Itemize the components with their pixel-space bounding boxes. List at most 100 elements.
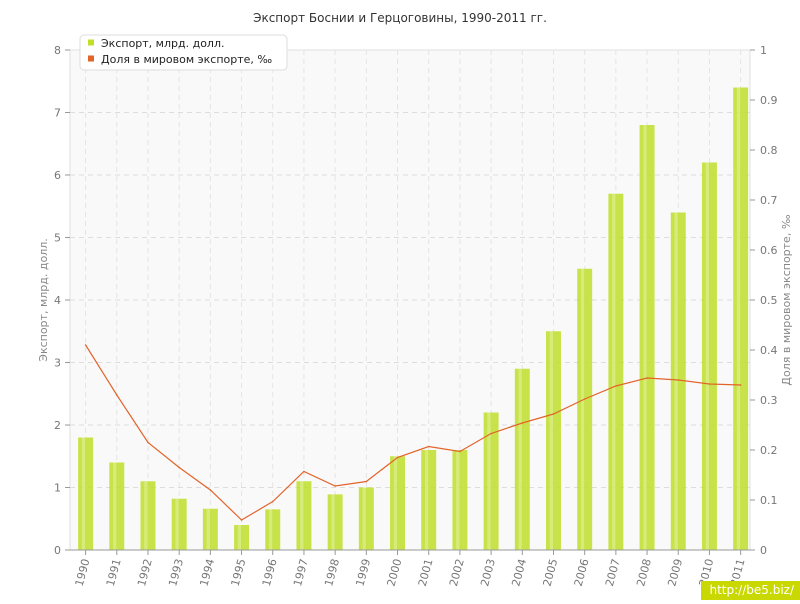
y-tick-label-right: 0 — [760, 544, 767, 557]
share-point-1991 — [115, 394, 118, 396]
y-axis-label-left: Экспорт, млрд. долл. — [37, 238, 50, 361]
share-point-1995 — [240, 519, 243, 521]
bar-2007 — [608, 193, 624, 550]
share-point-1997 — [303, 470, 305, 473]
bar-highlight — [81, 437, 86, 550]
x-tick-label: 2006 — [572, 557, 592, 587]
bar-highlight — [736, 87, 741, 550]
x-tick-label: 2000 — [385, 557, 405, 587]
y-tick-label-right: 0.1 — [760, 494, 778, 507]
share-point-2004 — [521, 422, 524, 424]
share-point-2008 — [646, 377, 648, 379]
y-tick-label-left: 7 — [54, 107, 61, 120]
bar-1995 — [234, 525, 250, 550]
share-point-1999 — [365, 480, 368, 483]
y-tick-label-right: 0.7 — [760, 194, 778, 207]
export-bars — [78, 87, 749, 550]
x-tick-label: 2005 — [541, 557, 561, 587]
bar-2011 — [733, 87, 749, 550]
x-tick-label: 2002 — [447, 557, 467, 587]
bar-highlight — [393, 456, 398, 550]
y-tick-label-right: 0.4 — [760, 344, 778, 357]
bar-2010 — [701, 162, 717, 550]
legend-label-share: Доля в мировом экспорте, ‰ — [101, 53, 272, 66]
y-tick-label-right: 0.2 — [760, 444, 778, 457]
bar-highlight — [705, 162, 710, 550]
bar-highlight — [456, 450, 460, 550]
share-point-2001 — [427, 445, 430, 448]
y-tick-label-left: 2 — [54, 419, 61, 432]
x-tick-label: 2008 — [634, 557, 654, 587]
chart-title: Экспорт Боснии и Герцоговины, 1990-2011 … — [253, 11, 547, 25]
bar-1994 — [202, 508, 218, 550]
bar-2003 — [483, 412, 499, 550]
bar-1997 — [296, 481, 312, 550]
y-tick-label-left: 4 — [54, 294, 61, 307]
bar-2004 — [514, 368, 530, 550]
legend-swatch-share — [88, 55, 94, 62]
y-tick-label-right: 0.6 — [760, 244, 778, 257]
share-line-layer — [84, 344, 742, 521]
bar-highlight — [331, 494, 335, 550]
bar-2009 — [670, 212, 686, 550]
x-tick-label: 1993 — [166, 557, 186, 587]
y-tick-label-right: 1 — [760, 44, 767, 57]
y-tick-label-left: 6 — [54, 169, 61, 182]
share-point-2011 — [739, 384, 742, 386]
bar-2006 — [577, 268, 593, 550]
legend-swatch-export — [88, 39, 94, 46]
share-point-2002 — [459, 450, 461, 453]
bar-highlight — [549, 331, 554, 550]
bar-highlight — [487, 412, 491, 550]
x-tick-label: 1992 — [135, 557, 155, 587]
bar-1991 — [109, 462, 125, 550]
bar-highlight — [362, 487, 366, 550]
bar-2000 — [390, 456, 406, 550]
bar-1993 — [171, 498, 187, 550]
plot-area — [69, 49, 751, 551]
share-point-1996 — [271, 500, 274, 503]
x-tick-label: 2004 — [509, 557, 529, 587]
legend-label-export: Экспорт, млрд. долл. — [101, 37, 224, 50]
bar-2008 — [639, 125, 655, 550]
bar-highlight — [612, 193, 616, 550]
share-point-2003 — [490, 432, 492, 435]
x-tick-label: 1998 — [322, 557, 342, 587]
bar-highlight — [580, 268, 585, 550]
bar-1999 — [358, 487, 374, 550]
y-tick-label-right: 0.9 — [760, 94, 778, 107]
share-point-2006 — [583, 398, 586, 400]
x-tick-label: 2003 — [478, 557, 498, 587]
share-point-1992 — [147, 441, 149, 444]
right-axis: 0 0.1 0.2 0.3 0.4 0.5 0.6 0.7 0.8 0.9 1 — [750, 44, 778, 557]
legend: Экспорт, млрд. долл. Доля в мировом эксп… — [79, 34, 288, 71]
share-point-2009 — [677, 379, 680, 381]
x-tick-label: 2009 — [665, 557, 685, 587]
x-tick-label: 2001 — [416, 557, 436, 587]
y-tick-label-left: 8 — [54, 44, 61, 57]
bar-highlight — [206, 508, 210, 550]
share-point-1993 — [178, 466, 180, 469]
x-tick-label: 1996 — [260, 557, 280, 587]
bar-2002 — [452, 450, 468, 550]
bar-highlight — [237, 525, 242, 550]
legend-box — [79, 34, 288, 71]
x-tick-label: 1995 — [229, 557, 249, 587]
x-tick-label: 1994 — [197, 557, 217, 587]
y-tick-label-left: 1 — [54, 482, 61, 495]
share-point-2005 — [552, 413, 555, 415]
x-axis: 1990 1991 1992 1993 1994 1995 1996 1997 1998 1999… — [70, 549, 750, 588]
share-point-2000 — [396, 456, 399, 459]
bar-1992 — [140, 481, 156, 550]
x-tick-label: 1990 — [73, 557, 93, 587]
y-tick-label-right: 0.8 — [760, 144, 778, 157]
left-axis: 0 1 2 3 4 5 6 7 8 — [54, 44, 70, 557]
x-tick-label: 1997 — [291, 557, 311, 587]
share-point-1998 — [334, 485, 336, 487]
share-point-1994 — [209, 489, 212, 491]
bar-1998 — [327, 494, 343, 550]
bar-2005 — [546, 331, 561, 550]
bar-highlight — [424, 450, 429, 550]
